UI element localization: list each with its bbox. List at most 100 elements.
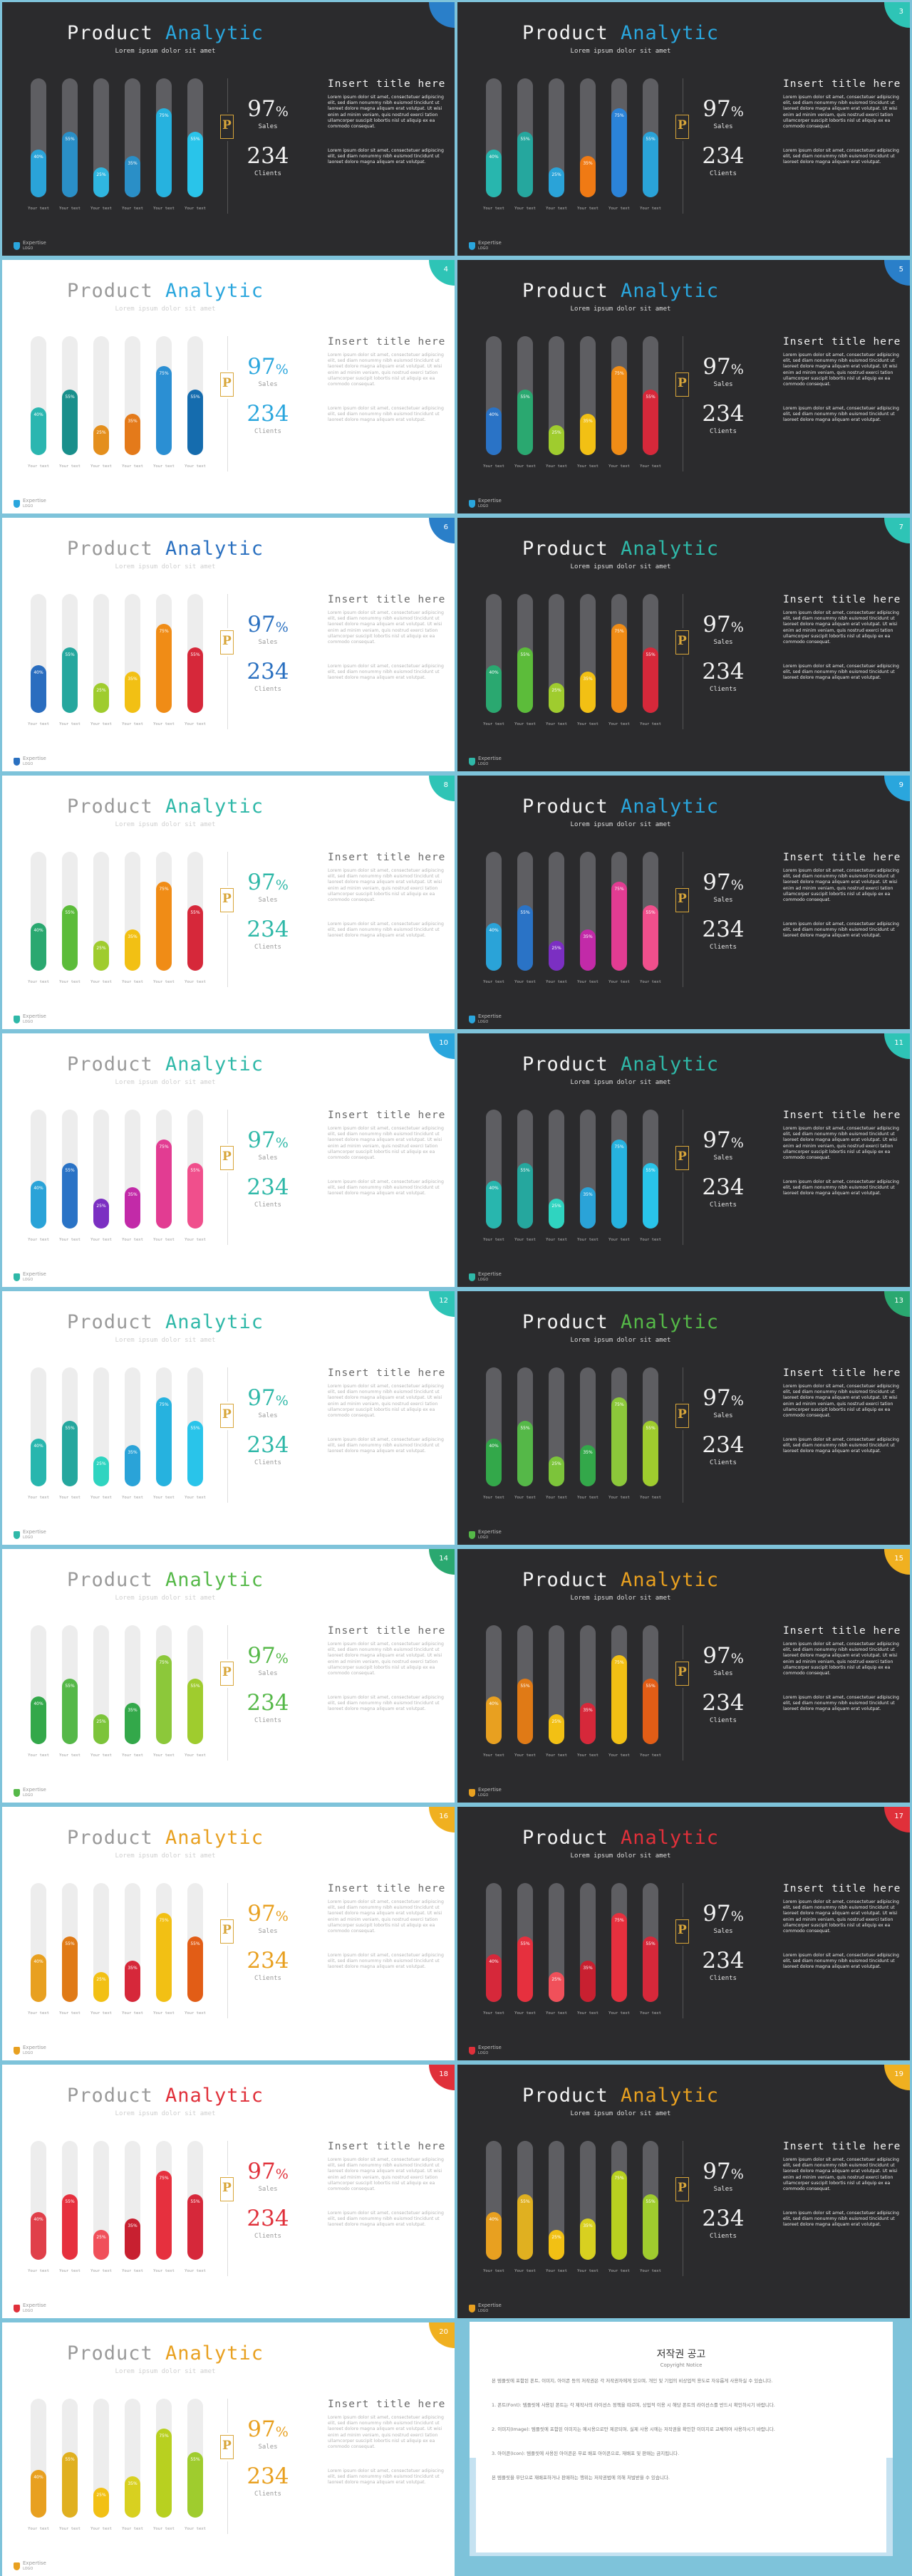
progress-bar-value: 55% [646,137,656,142]
progress-bar-fill [486,1696,502,1744]
clients-count: 234 [702,1690,745,1716]
progress-bar-value: 55% [190,1426,200,1431]
progress-bar-value: 55% [520,652,530,657]
emblem-frame [675,115,689,139]
emblem-frame [220,2177,234,2201]
bar-caption: Your text [483,207,504,211]
slide-4: 4 Product Analytic Lorem ipsum dolor sit a… [2,260,455,513]
body-paragraph: Lorem ipsum dolor sit amet, consectetuer… [328,1695,444,1712]
title-word-analytic: Analytic [621,1569,720,1591]
progress-bar: 25% [549,2141,564,2260]
progress-bar: 25% [549,336,564,455]
bar-caption: Your text [59,2527,81,2531]
title-word-product: Product [522,1569,608,1591]
progress-bar: 35% [580,1883,596,2002]
progress-bar-value: 40% [33,1444,43,1449]
title-word-product: Product [522,796,608,818]
notice-paragraph: 3. 아이콘(Icon): 템플릿에 사용된 아이콘은 무료 배포 아이콘으로,… [492,2451,680,2456]
progress-bar-value: 40% [489,928,499,933]
progress-bar-fill [486,1439,502,1486]
logo-shield-icon [14,2562,20,2570]
progress-bar: 25% [549,594,564,713]
insert-title: Insert title here [783,336,901,348]
bar-caption: Your text [28,1496,49,1500]
logo-name: Expertise [478,756,502,761]
clients-count: 234 [247,1174,289,1200]
progress-bar-fill [31,2470,46,2518]
slide-number: 20 [439,2328,448,2336]
progress-bar: 25% [93,1625,109,1744]
progress-bar-fill [187,905,203,971]
percent-sign: % [730,362,744,377]
clients-label: Clients [254,2233,281,2240]
emblem-icon: P [219,370,235,399]
progress-bar-value: 25% [551,688,561,693]
progress-bar-value: 40% [489,155,499,160]
progress-bar: 75% [611,336,627,455]
logo-sub: LOGO [478,246,489,251]
progress-bar-fill [187,390,203,455]
progress-bar: 25% [93,78,109,197]
bar-caption: Your text [608,2269,630,2273]
slide-subtitle: Lorem ipsum dolor sit amet [115,563,216,570]
progress-bar: 55% [62,2141,78,2260]
emblem-letter: P [678,118,687,132]
bar-caption: Your text [640,207,661,211]
progress-bar-fill [643,647,658,713]
progress-bar: 35% [125,1110,140,1229]
divider-line [227,2141,228,2276]
clients-count: 234 [247,1432,289,1458]
logo-shield-icon [14,2047,20,2055]
progress-bar: 25% [549,852,564,971]
progress-bar: 75% [611,1110,627,1229]
progress-bar-fill [611,1913,627,2002]
progress-bar-fill [125,1187,140,1229]
bar-caption: Your text [28,1753,49,1758]
slide-number-badge: 9 [884,776,910,801]
slide-6: 6 Product Analytic Lorem ipsum dolor sit a… [2,518,455,771]
sales-percent: 97% [698,1901,748,1926]
progress-bar-value: 25% [96,1977,106,1982]
progress-bar-value: 25% [96,946,106,951]
sales-percent-value: 97 [703,1127,731,1153]
body-paragraph: Lorem ipsum dolor sit amet, consectetuer… [328,2157,444,2192]
progress-bar-fill [93,1456,109,1486]
body-paragraph: Lorem ipsum dolor sit amet, consectetuer… [783,868,899,903]
percent-sign: % [275,877,289,893]
slide-number: 13 [894,1297,903,1305]
slide-9: 9 Product Analytic Lorem ipsum dolor sit a… [457,776,910,1029]
bar-caption: Your text [577,1753,598,1758]
bar-caption: Your text [185,207,206,211]
sales-label: Sales [258,1928,278,1935]
sales-percent: 97% [243,1901,293,1926]
body-paragraph: Lorem ipsum dolor sit amet, consectetuer… [783,95,899,130]
progress-bar-value: 40% [489,1186,499,1191]
progress-bar: 75% [156,1367,172,1486]
logo-sub: LOGO [478,1020,489,1024]
logo-name: Expertise [478,240,502,246]
progress-bar-fill [187,1936,203,2002]
slide-number: 12 [439,1297,448,1305]
progress-bar: 25% [549,1110,564,1229]
progress-bar-fill [611,1140,627,1229]
emblem-letter: P [678,634,687,648]
logo-shield-icon [469,1789,475,1797]
progress-bar-fill [187,2194,203,2260]
emblem-letter: P [678,2181,687,2195]
bar-caption: Your text [608,1753,630,1758]
bar-caption: Your text [28,722,49,726]
clients-count: 234 [702,1948,745,1973]
progress-bar-fill [93,2230,109,2260]
progress-bar-value: 55% [190,2199,200,2204]
progress-bar: 40% [31,1367,46,1486]
progress-bar-fill [31,2212,46,2260]
percent-sign: % [275,1651,289,1667]
sales-percent-value: 97 [703,354,731,380]
slide-number: 3 [898,8,903,16]
progress-bar-fill [549,167,564,197]
bar-caption: Your text [185,1496,206,1500]
bar-caption: Your text [640,1496,661,1500]
bar-caption: Your text [185,2527,206,2531]
percent-sign: % [730,2166,744,2182]
bar-caption: Your text [640,464,661,469]
